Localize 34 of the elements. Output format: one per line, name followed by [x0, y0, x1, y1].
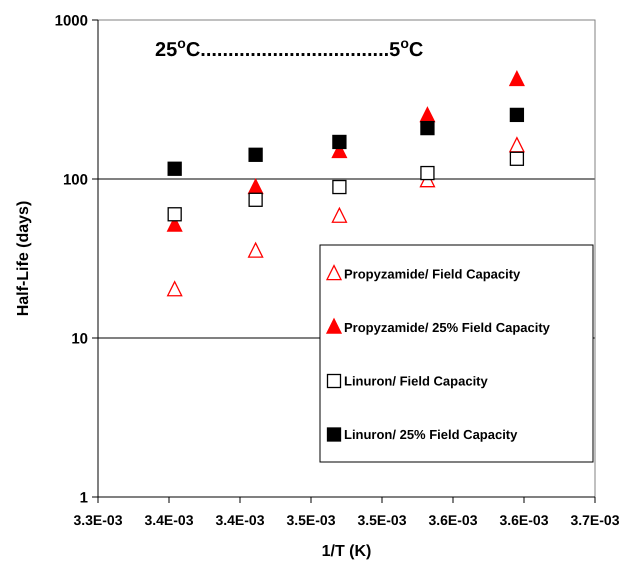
x-tick-label: 3.3E-03: [73, 512, 123, 528]
point: [510, 108, 524, 122]
x-tick-label: 3.5E-03: [286, 512, 336, 528]
legend-label: Linuron/ 25% Field Capacity: [344, 427, 518, 442]
annotation: 25$^{o}$C..................................5$^{o}$C: [155, 35, 424, 61]
point: [420, 166, 435, 180]
point: [248, 242, 264, 258]
legend-label: Propyzamide/ Field Capacity: [344, 266, 522, 282]
point: [332, 180, 347, 194]
point: [509, 137, 525, 152]
x-tick-label: 3.6E-03: [499, 512, 549, 528]
y-tick-label: 1: [80, 489, 88, 506]
legend-label: Linuron/ Field Capacity: [344, 374, 489, 389]
y-tick-label: 1000: [54, 12, 88, 30]
point: [168, 207, 182, 222]
point: [248, 192, 263, 207]
point: [420, 120, 435, 136]
point: [248, 148, 263, 162]
legend-label: Propyzamide/ 25% Field Capacity: [344, 320, 551, 336]
y-axis-title: Half-Life (days): [15, 200, 32, 316]
x-tick-label: 3.4E-03: [215, 512, 265, 528]
x-axis-title: 1/T (K): [322, 543, 372, 560]
x-tick-label: 3.5E-03: [357, 512, 407, 528]
point: [168, 162, 182, 176]
point: [510, 152, 524, 166]
x-tick-label: 3.6E-03: [428, 512, 478, 528]
point: [167, 281, 182, 296]
y-tick-label: 100: [62, 171, 88, 188]
point: [332, 208, 348, 223]
x-tick-label: 3.4E-03: [144, 512, 194, 528]
point: [332, 134, 347, 150]
x-tick-label: 3.7E-03: [570, 512, 620, 528]
point: [509, 70, 525, 86]
y-tick-label: 10: [71, 330, 88, 348]
